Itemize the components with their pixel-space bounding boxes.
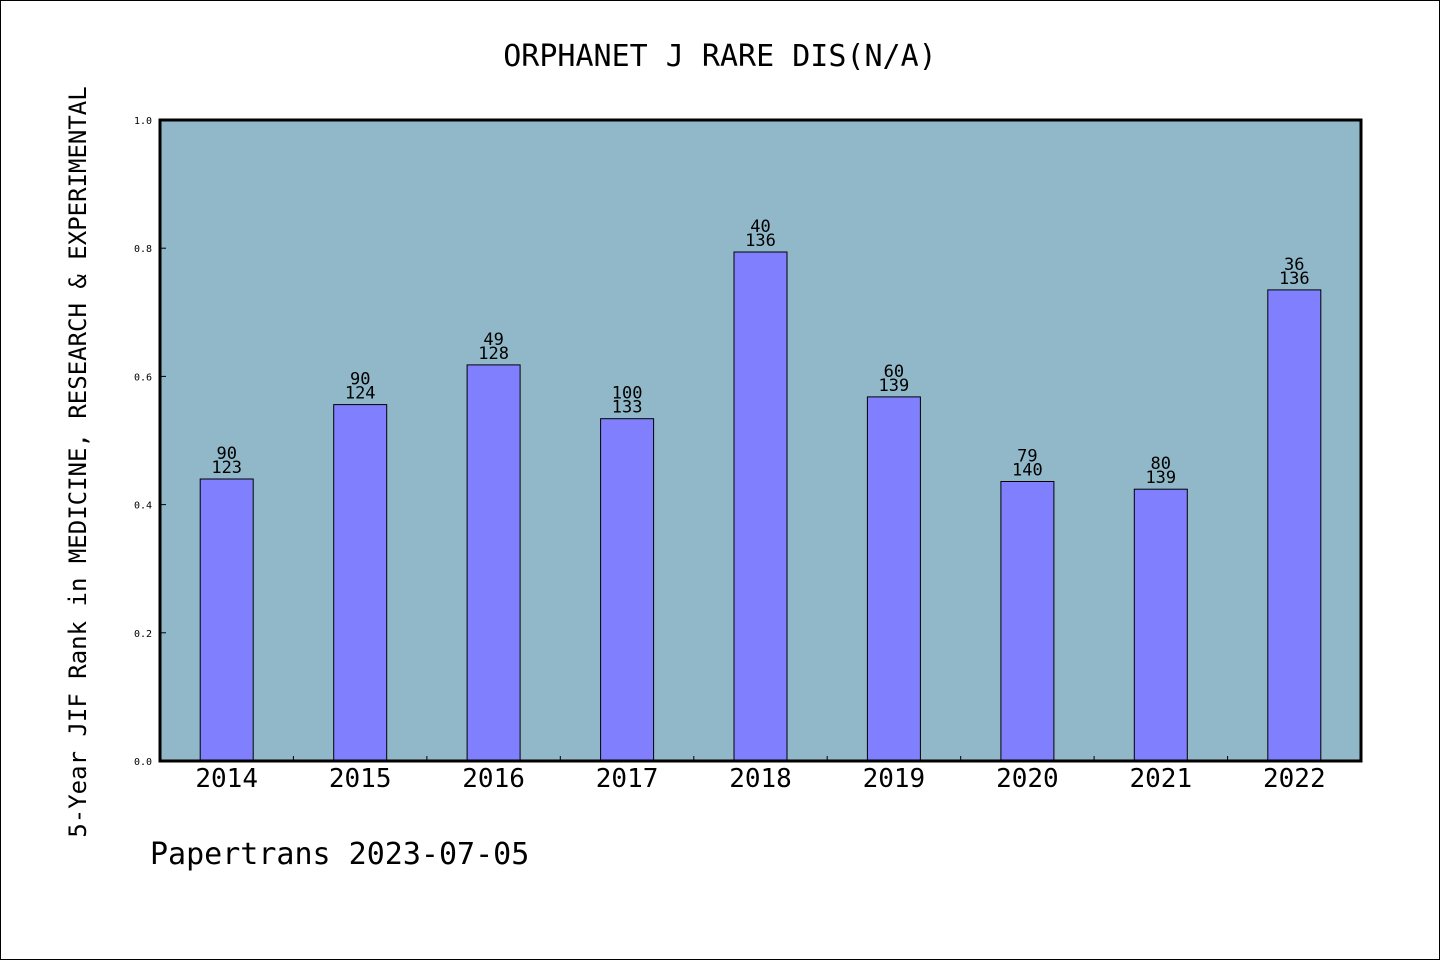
bar-2017 (600, 418, 655, 762)
chart-title: ORPHANET J RARE DIS(N/A) (503, 39, 936, 74)
total-label-2019: 139 (879, 376, 910, 396)
bar-2019 (866, 396, 921, 762)
total-label-2017: 133 (612, 398, 643, 418)
bar-2020 (1000, 481, 1055, 762)
y-tick-label-0.2: 0.2 (134, 629, 152, 640)
y-tick-label-0.0: 0.0 (134, 757, 152, 768)
axis-layer: 2014 2015 2016 2017 2018 2019 2020 2021 2022 0.0 0… (134, 116, 1326, 794)
rank-label-2020: 79 (1017, 447, 1037, 467)
x-tick-label-2022: 2022 (1263, 764, 1326, 794)
total-label-2022: 136 (1279, 269, 1310, 289)
x-tick-label-2016: 2016 (462, 764, 525, 794)
x-tick-label-2014: 2014 (195, 764, 258, 794)
rank-label-2021: 80 (1151, 454, 1171, 474)
total-label-2016: 128 (478, 344, 509, 364)
bar-2015 (333, 404, 388, 762)
total-label-2014: 123 (211, 458, 242, 478)
rank-label-2015: 90 (350, 370, 370, 390)
y-tick-label-0.6: 0.6 (134, 372, 152, 383)
x-tick-label-2021: 2021 (1129, 764, 1192, 794)
rank-label-2016: 49 (483, 330, 503, 350)
x-tick-label-2015: 2015 (329, 764, 392, 794)
rank-label-2014: 90 (216, 444, 236, 464)
rank-label-2017: 100 (612, 384, 643, 404)
y-tick-label-0.4: 0.4 (134, 501, 152, 512)
total-label-2021: 139 (1145, 468, 1176, 488)
bar-2021 (1133, 488, 1188, 762)
bar-2016 (466, 364, 521, 762)
plot-border (158, 118, 1363, 763)
bar-2022 (1267, 289, 1322, 762)
x-tick-label-2017: 2017 (596, 764, 659, 794)
total-label-2015: 124 (345, 384, 376, 404)
total-label-2018: 136 (745, 231, 776, 251)
rank-label-2018: 40 (750, 217, 770, 237)
bars-layer (199, 251, 1322, 762)
rank-label-2019: 60 (884, 362, 904, 382)
bar-2014 (199, 478, 254, 762)
rank-label-2022: 36 (1284, 255, 1304, 275)
total-label-2020: 140 (1012, 461, 1043, 481)
x-tick-label-2019: 2019 (863, 764, 926, 794)
bar-2018 (733, 251, 788, 762)
x-tick-label-2018: 2018 (729, 764, 792, 794)
y-tick-label-0.8: 0.8 (134, 244, 152, 255)
x-tick-label-2020: 2020 (996, 764, 1059, 794)
footer-watermark: Papertrans 2023-07-05 (150, 837, 529, 872)
y-axis-label: 5-Year JIF Rank in MEDICINE, RESEARCH & … (64, 86, 92, 837)
y-tick-label-1.0: 1.0 (134, 116, 152, 127)
